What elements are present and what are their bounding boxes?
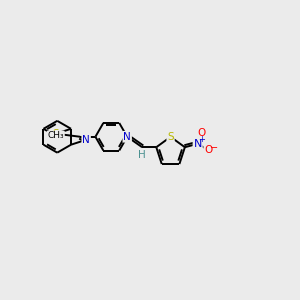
Text: +: + [198,136,205,145]
Text: H: H [138,151,146,160]
Text: S: S [167,132,174,142]
Text: O: O [204,145,212,155]
Text: N: N [123,132,131,142]
Text: −: − [210,142,218,153]
Text: N: N [194,139,202,149]
Text: N: N [82,135,90,145]
Text: CH₃: CH₃ [47,131,64,140]
Text: S: S [52,129,59,139]
Text: O: O [198,128,206,138]
